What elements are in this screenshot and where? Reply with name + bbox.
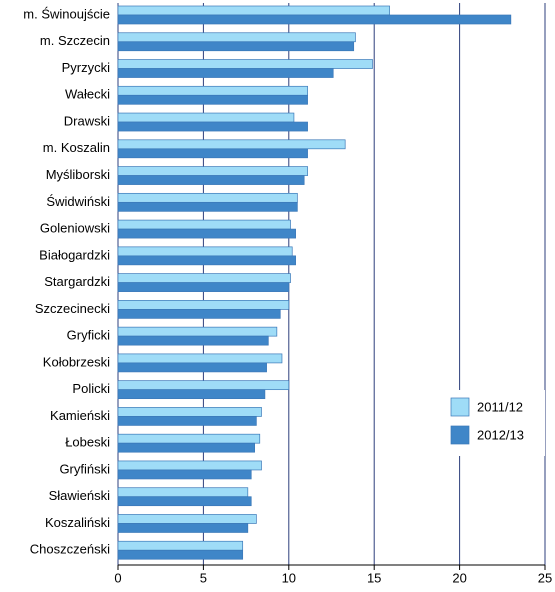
bar [117, 112, 295, 123]
bar [117, 139, 346, 150]
x-tick-label: 5 [200, 570, 207, 585]
y-tick-label: Sławieński [49, 488, 111, 503]
bar [117, 32, 356, 43]
legend-label: 2011/12 [477, 399, 523, 414]
bar [117, 85, 308, 96]
y-tick-label: Białogardzki [39, 247, 110, 262]
legend-swatch [450, 397, 470, 417]
y-tick-label: Policki [72, 381, 110, 396]
bar [117, 389, 266, 400]
bar [117, 469, 252, 480]
bar [117, 166, 308, 176]
bar [117, 219, 291, 230]
y-tick-label: Drawski [64, 113, 110, 128]
bar [117, 326, 278, 337]
y-tick-label: Goleniowski [40, 221, 110, 236]
bar [117, 14, 512, 25]
y-tick-label: Myśliborski [46, 167, 110, 182]
x-tick-label: 10 [282, 570, 296, 585]
bar [117, 68, 334, 78]
bar [117, 514, 257, 524]
bar [117, 416, 257, 426]
y-tick-label: m. Szczecin [40, 33, 110, 48]
bar [117, 523, 249, 533]
bar [117, 59, 373, 69]
bar [117, 487, 249, 498]
bar [117, 433, 261, 444]
bar [117, 121, 308, 132]
y-tick-label: Pyrzycki [62, 60, 111, 75]
y-tick-label: Łobeski [65, 435, 110, 450]
bar [117, 148, 308, 159]
bar [117, 442, 255, 453]
bar [117, 496, 252, 507]
bar [117, 94, 308, 105]
x-tick-label: 25 [538, 570, 552, 585]
legend-label: 2012/13 [477, 427, 524, 442]
bar [117, 255, 296, 266]
bar [117, 41, 355, 52]
x-tick-label: 20 [452, 570, 466, 585]
bar [117, 335, 269, 346]
y-tick-label: Wałecki [65, 87, 110, 102]
y-tick-label: Kołobrzeski [43, 354, 110, 369]
x-tick-label: 0 [114, 570, 121, 585]
bar [117, 5, 390, 16]
bar [117, 380, 290, 391]
bar [117, 282, 290, 292]
y-tick-label: Gryficki [67, 328, 110, 343]
y-tick-label: Świdwiński [46, 194, 110, 209]
bar [117, 460, 262, 471]
x-tick-label: 15 [367, 570, 381, 585]
legend-swatch [450, 425, 470, 445]
y-tick-label: m. Koszalin [43, 140, 110, 155]
bar [117, 273, 291, 283]
y-tick-label: Kamieński [50, 408, 110, 423]
y-tick-label: Gryfiński [59, 461, 110, 476]
bar [117, 407, 262, 417]
bar [117, 201, 298, 212]
y-tick-label: Choszczeński [30, 542, 110, 557]
bar [117, 192, 298, 203]
y-tick-label: Koszaliński [45, 515, 110, 530]
bar [117, 246, 293, 257]
y-tick-label: Stargardzki [44, 274, 110, 289]
bar [117, 549, 244, 560]
y-tick-label: Szczecinecki [35, 301, 110, 316]
y-tick-label: m. Świnoujście [23, 6, 110, 21]
bar [117, 309, 281, 319]
bar [117, 362, 267, 373]
bar [117, 300, 290, 310]
bar [117, 228, 296, 239]
bar [117, 175, 305, 185]
bar [117, 540, 244, 551]
bar [117, 353, 283, 364]
